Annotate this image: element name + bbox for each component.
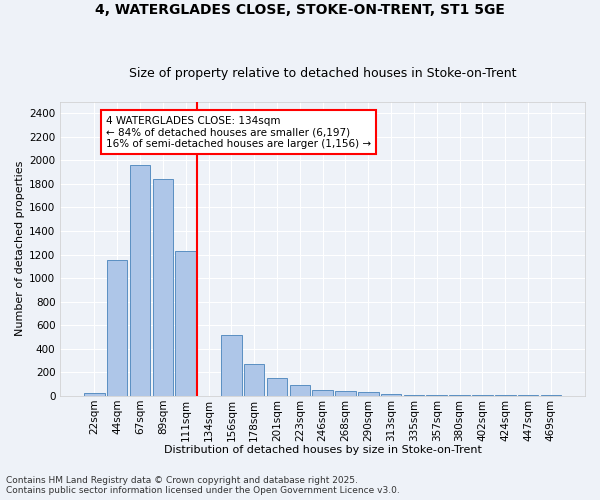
Text: 4, WATERGLADES CLOSE, STOKE-ON-TRENT, ST1 5GE: 4, WATERGLADES CLOSE, STOKE-ON-TRENT, ST… bbox=[95, 2, 505, 16]
Bar bbox=[221, 336, 242, 396]
X-axis label: Distribution of detached houses by size in Stoke-on-Trent: Distribution of detached houses by size … bbox=[164, 445, 482, 455]
Bar bbox=[267, 378, 287, 396]
Bar bbox=[107, 260, 127, 396]
Bar bbox=[152, 178, 173, 396]
Text: Contains HM Land Registry data © Crown copyright and database right 2025.
Contai: Contains HM Land Registry data © Crown c… bbox=[6, 476, 400, 495]
Bar bbox=[130, 165, 151, 396]
Text: 4 WATERGLADES CLOSE: 134sqm
← 84% of detached houses are smaller (6,197)
16% of : 4 WATERGLADES CLOSE: 134sqm ← 84% of det… bbox=[106, 116, 371, 149]
Bar bbox=[290, 386, 310, 396]
Bar bbox=[84, 393, 104, 396]
Bar bbox=[313, 390, 333, 396]
Bar bbox=[335, 391, 356, 396]
Y-axis label: Number of detached properties: Number of detached properties bbox=[15, 161, 25, 336]
Bar bbox=[358, 392, 379, 396]
Bar bbox=[381, 394, 401, 396]
Bar bbox=[175, 251, 196, 396]
Title: Size of property relative to detached houses in Stoke-on-Trent: Size of property relative to detached ho… bbox=[129, 66, 517, 80]
Bar bbox=[244, 364, 265, 396]
